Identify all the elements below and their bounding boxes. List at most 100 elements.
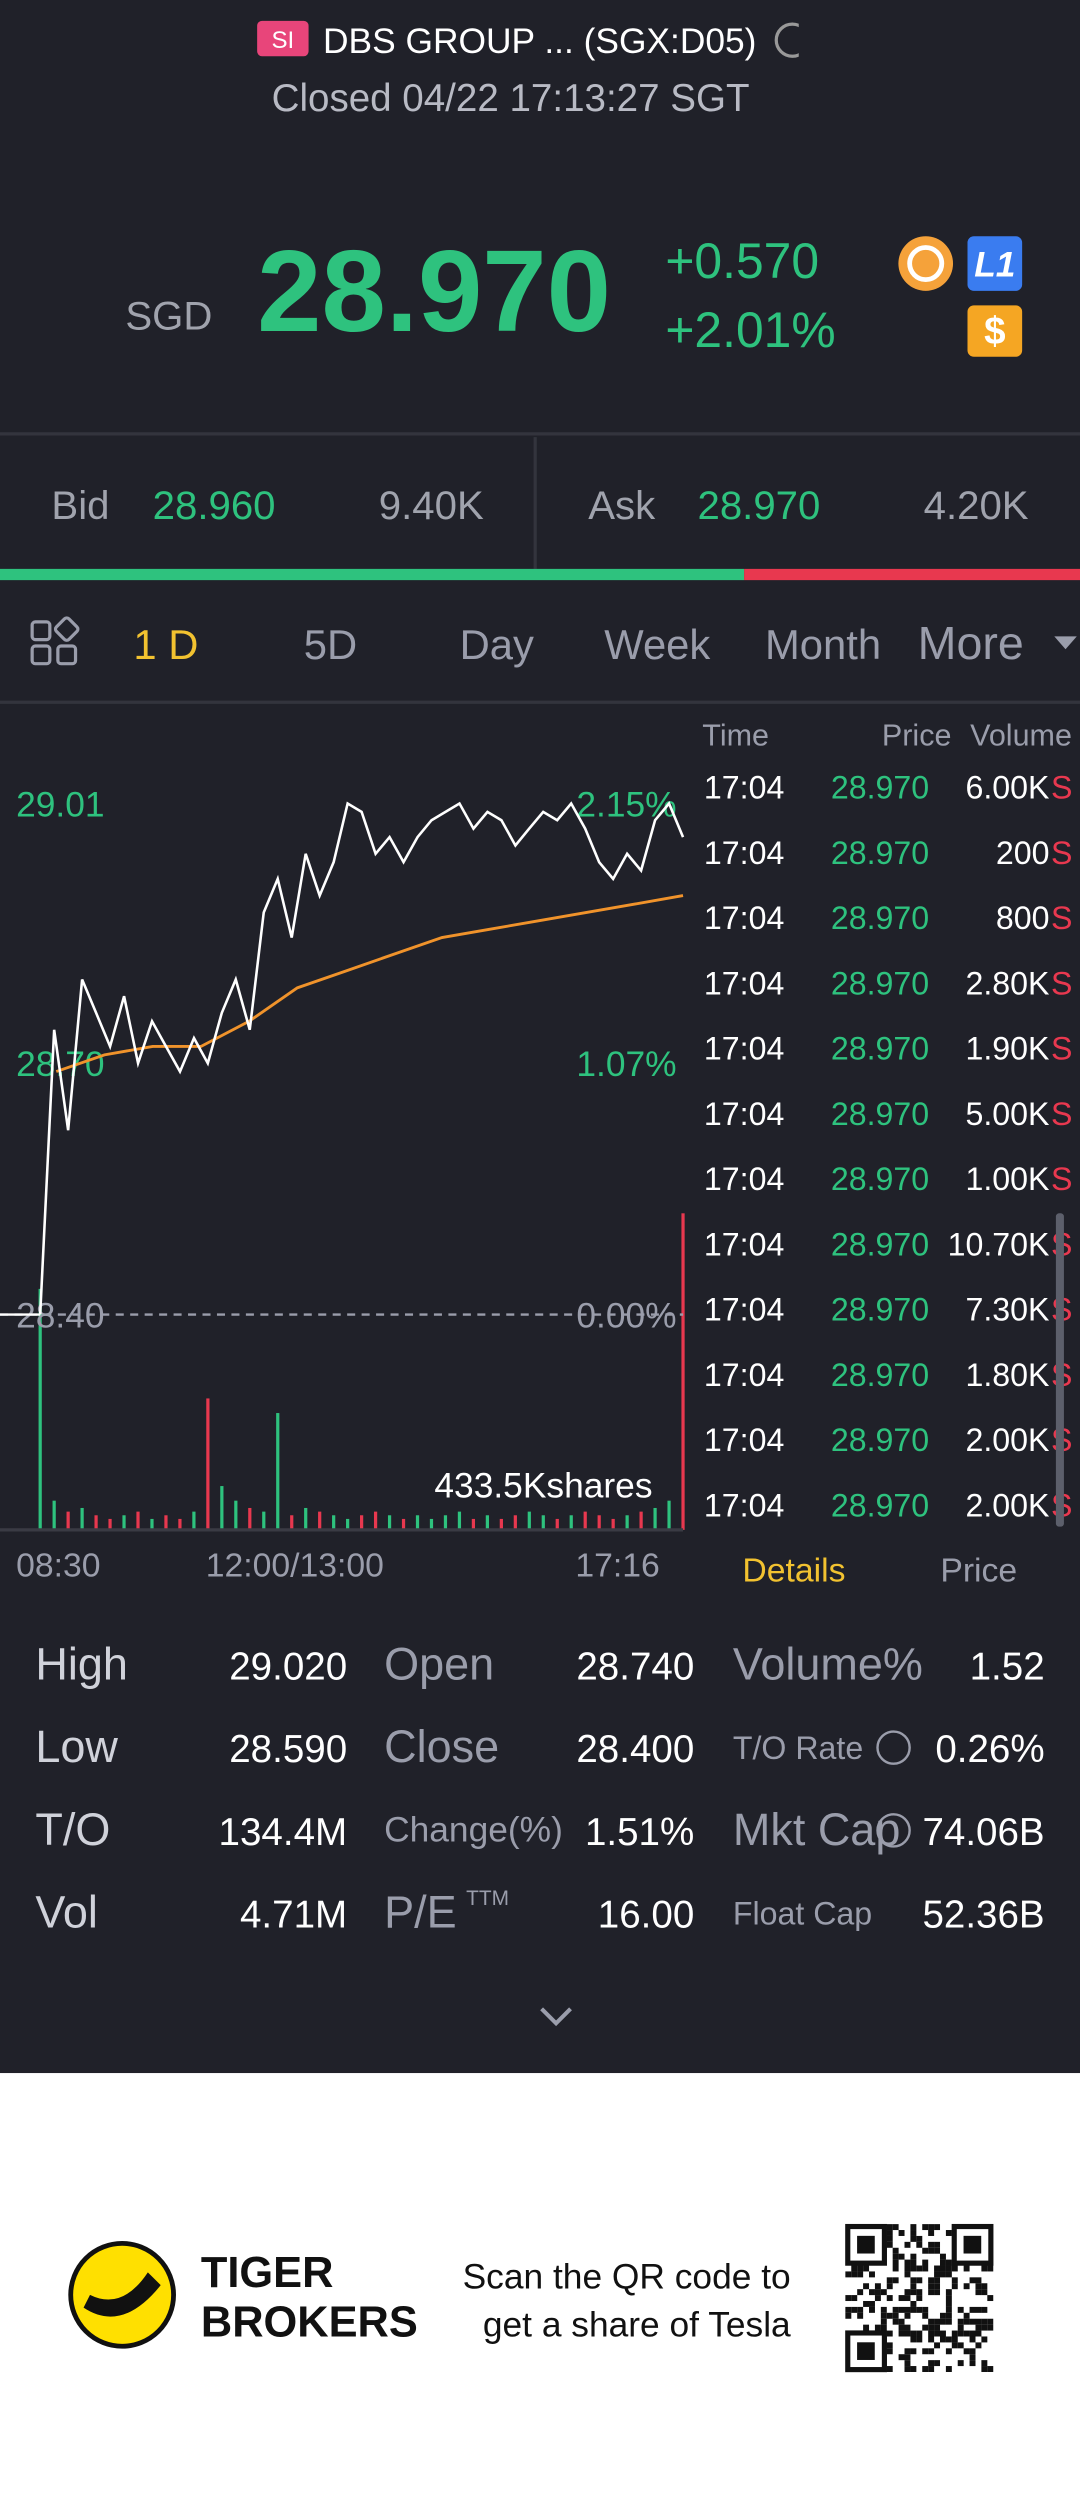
qr-cell — [916, 2289, 923, 2296]
table-tab[interactable]: Details — [742, 1551, 845, 1589]
info-icon[interactable] — [774, 22, 808, 58]
qr-cell — [863, 2324, 870, 2331]
status: Closed 04/22 17:13:27 SGT — [272, 77, 750, 120]
volume-label: 433.5Kshares — [434, 1467, 652, 1506]
price-tick-label: 29.01 — [16, 785, 104, 824]
qr-cell — [963, 2330, 970, 2337]
qr-cell — [874, 2324, 881, 2331]
qr-cell — [934, 2318, 941, 2325]
qr-cell — [928, 2318, 935, 2325]
tab[interactable]: Day — [460, 621, 534, 668]
qr-cell — [892, 2265, 899, 2272]
tab[interactable]: 1 D — [133, 621, 198, 668]
dollar-text: $ — [984, 310, 1005, 353]
qr-cell — [945, 2366, 952, 2372]
volume-bar — [527, 1511, 531, 1530]
more-arrow[interactable] — [1054, 636, 1077, 650]
qr-cell — [886, 2366, 893, 2372]
trade-volume: 2.80K — [966, 965, 1051, 1001]
price-tick-label: 28.40 — [16, 1296, 104, 1335]
qr-cell — [969, 2306, 976, 2313]
stat-value: 28.400 — [576, 1728, 694, 1771]
volume-bar — [653, 1507, 657, 1530]
qr-cell — [874, 2283, 881, 2290]
qr-cell — [963, 2283, 970, 2290]
qr-cell — [957, 2330, 964, 2337]
ask-label: Ask — [588, 483, 656, 528]
trade-price: 28.970 — [831, 1357, 929, 1393]
qr-cell — [928, 2230, 935, 2236]
qr-cell — [910, 2235, 917, 2242]
trade-price: 28.970 — [831, 1096, 929, 1132]
qr-cell — [951, 2336, 958, 2343]
qr-cell — [981, 2336, 988, 2343]
icon-dollar[interactable] — [967, 305, 1023, 357]
expand-chevron[interactable] — [540, 2007, 572, 2027]
qr-cell — [910, 2348, 917, 2355]
qr-finder — [845, 2223, 887, 2266]
volume-bar — [499, 1518, 503, 1530]
qr-cell — [910, 2259, 917, 2266]
qr-cell — [922, 2366, 929, 2372]
qr-cell — [975, 2277, 982, 2284]
icon-level[interactable] — [967, 236, 1023, 291]
qr-cell — [857, 2306, 864, 2313]
volume-bar — [332, 1515, 336, 1530]
qr-cell — [945, 2295, 952, 2302]
qr-cell — [916, 2295, 923, 2302]
qr-cell — [934, 2271, 941, 2278]
qr-cell — [945, 2265, 952, 2272]
qr-cell — [957, 2324, 964, 2331]
icon-pause[interactable] — [898, 236, 954, 291]
qr-cell — [945, 2318, 952, 2325]
stats: High 29.020 Open 28.740 Volume% 1.52 Low 28.590… — [35, 1638, 1044, 1937]
stat-label: Low — [35, 1721, 118, 1772]
volume-bar — [136, 1511, 140, 1530]
qr-cell — [874, 2289, 881, 2296]
qr-cell — [975, 2324, 982, 2331]
info-icon[interactable] — [876, 1730, 911, 1765]
tab[interactable]: Month — [765, 621, 881, 668]
stat-label: Float Cap — [733, 1895, 872, 1931]
grid-icon[interactable] — [30, 616, 80, 666]
qr-cell — [892, 2259, 899, 2266]
qr-cell — [934, 2247, 941, 2254]
tab[interactable]: 5D — [304, 621, 357, 668]
qr-cell — [916, 2306, 923, 2313]
qr-cell — [904, 2289, 911, 2296]
trade-side: S — [1051, 770, 1072, 806]
qr-cell — [981, 2360, 988, 2367]
qr-cell — [857, 2312, 864, 2319]
qr-cell — [910, 2265, 917, 2272]
stat-value: 0.26% — [935, 1728, 1044, 1771]
qr-cell — [987, 2295, 994, 2302]
qr-cell — [910, 2253, 917, 2260]
stat-label: P/E — [384, 1887, 457, 1938]
qr-cell — [928, 2289, 935, 2296]
tab[interactable]: Week — [604, 621, 710, 668]
trade-time: 17:04 — [704, 1096, 784, 1132]
trade-volume: 7.30K — [966, 1292, 1051, 1328]
volume-bar — [681, 1213, 685, 1530]
trade-volume: 200 — [996, 835, 1050, 871]
volume-bar — [234, 1500, 238, 1530]
stat-value: 1.52 — [970, 1645, 1045, 1688]
tab[interactable]: More — [918, 617, 1024, 669]
trade-volume: 2.00K — [966, 1487, 1051, 1523]
qr-cell — [951, 2277, 958, 2284]
qr-cell — [934, 2330, 941, 2337]
trade-time: 17:04 — [704, 1031, 784, 1067]
qr-cell — [857, 2265, 864, 2272]
table-header: Price — [882, 719, 952, 753]
table-tab[interactable]: Price — [940, 1551, 1017, 1589]
qr-cell — [869, 2289, 875, 2296]
qr-cell — [939, 2253, 946, 2260]
stat-value: 52.36B — [922, 1894, 1044, 1937]
info-icon[interactable] — [876, 1813, 911, 1848]
qr-finder — [845, 2330, 887, 2373]
badge-text: SI — [271, 27, 294, 54]
trade-time: 17:04 — [704, 900, 784, 936]
qr-cell — [969, 2348, 976, 2355]
trade-volume: 10.70K — [948, 1226, 1050, 1262]
stock-name[interactable]: DBS GROUP ... (SGX:D05) — [323, 22, 756, 61]
